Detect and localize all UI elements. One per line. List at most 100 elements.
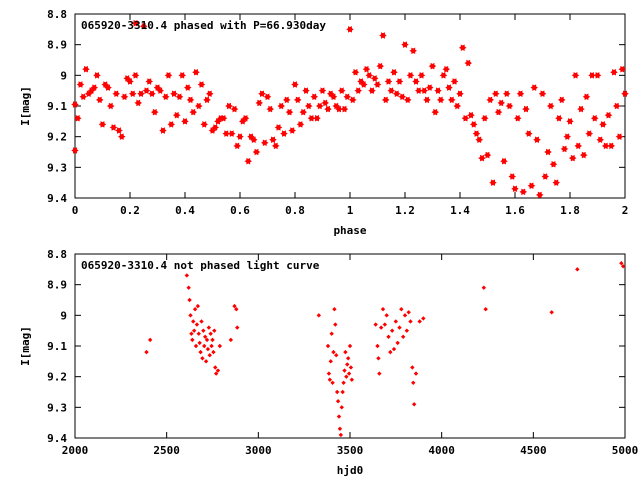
data-point [483,307,488,312]
data-point [197,340,202,346]
data-point [511,185,519,193]
data-point [104,84,112,91]
data-point [222,130,231,137]
data-point [159,127,167,134]
data-point [370,75,379,82]
data-point [574,142,583,150]
data-point [337,426,343,431]
data-point [575,267,580,272]
data-point [234,307,239,312]
data-point [384,78,393,85]
data-point [535,191,544,199]
data-point [618,65,627,73]
data-point [328,359,333,364]
data-point [389,328,395,333]
data-point [175,93,184,101]
data-point [228,337,234,343]
data-point [557,96,566,104]
data-point [126,78,134,85]
data-point [304,102,313,110]
data-point [390,69,398,76]
data-point [380,307,386,312]
data-point [486,96,495,104]
data-point [195,303,201,309]
x-tick-label: 0 [72,204,79,217]
data-point [95,96,104,104]
data-point [170,90,178,97]
data-point [413,371,419,376]
data-point [98,121,107,128]
data-point [377,371,382,376]
data-point [359,81,368,88]
plot-frame [74,13,626,199]
data-point [410,365,415,370]
data-point [417,72,426,79]
data-point [399,307,404,312]
data-point [395,78,404,85]
data-point [386,334,391,339]
data-point [233,142,242,150]
x-tick-label: 2 [622,204,629,217]
data-point [458,44,467,51]
data-point [379,32,387,39]
data-point [478,154,486,162]
data-point [205,90,214,97]
data-point [271,142,280,150]
data-point [343,93,352,101]
data-point [117,133,126,140]
data-point [530,84,539,91]
data-point [345,362,350,367]
data-point [191,328,197,333]
data-point [538,90,547,97]
data-point [604,111,613,119]
y-tick-label: 9.1 [47,340,67,353]
data-point [384,313,389,318]
data-point [194,102,203,110]
data-point [497,99,506,107]
data-point [341,380,346,385]
data-point [346,371,352,376]
data-point [266,105,275,113]
data-point [178,72,187,79]
data-point [593,72,602,79]
data-point [610,69,618,76]
x-tick-label: 5000 [612,444,639,457]
data-point [329,331,334,336]
data-point [291,81,299,88]
y-tick-label: 8.8 [47,248,67,261]
data-point [190,337,195,343]
data-point [217,343,223,349]
data-point [181,118,189,125]
data-point [546,102,555,110]
data-point [393,319,399,324]
data-point [211,124,220,131]
data-point [402,313,408,318]
data-point [210,337,215,343]
y-tick-label: 9 [60,69,67,82]
y-tick-label: 9.4 [47,192,67,205]
data-point [115,127,123,134]
data-point [197,81,206,88]
data-point [552,179,561,186]
data-point [599,121,607,128]
y-tick-label: 8.8 [47,8,67,21]
data-point [199,319,204,324]
data-point [282,96,291,104]
data-point [401,41,409,48]
data-point [533,136,541,143]
data-point [398,93,407,101]
data-point [351,69,360,76]
data-point [76,81,85,88]
data-point [73,115,82,122]
data-point [263,93,272,101]
data-point [258,90,266,97]
data-point [313,115,321,122]
data-point [213,371,219,376]
data-point [186,96,195,104]
data-point [621,90,629,97]
data-point [167,121,176,128]
data-point [453,102,462,110]
y-tick-label: 9.1 [47,100,67,113]
data-point [193,343,199,349]
data-point [139,23,148,30]
